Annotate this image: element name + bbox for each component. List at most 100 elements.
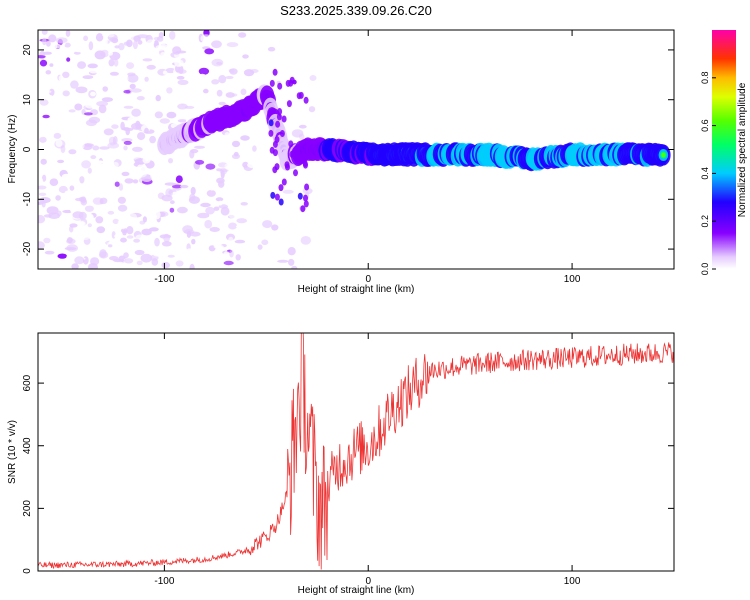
- spectrogram-speckle: [177, 164, 189, 168]
- spectrogram-speckle: [105, 173, 113, 179]
- spectrogram-speckle: [250, 197, 263, 203]
- spectrogram-speckle: [190, 149, 199, 154]
- spectrogram-speckle: [220, 169, 225, 179]
- spectrogram-speckle: [84, 112, 93, 116]
- spectrogram-speckle: [191, 238, 196, 245]
- spectrogram-speckle: [176, 75, 185, 80]
- spectrogram-speckle: [82, 75, 94, 79]
- spectrogram-speckle: [129, 83, 136, 90]
- spectrogram-speckle: [218, 101, 226, 106]
- spectrogram-speckle: [69, 142, 78, 150]
- snr-x-tick-label: 100: [564, 576, 581, 587]
- spectrogram-speckle: [194, 45, 201, 49]
- spectrogram-speckle: [136, 96, 145, 101]
- spectrogram-speckle: [137, 200, 146, 206]
- spectrogram-speckle: [51, 43, 61, 49]
- spectrogram-speckle: [81, 121, 86, 128]
- spectrogram-speckle: [42, 174, 47, 182]
- spectrogram-speckle: [211, 40, 222, 49]
- spectrogram-speckle: [127, 73, 139, 83]
- spectrogram-speckle: [66, 244, 78, 252]
- spectrogram-speckle: [186, 248, 193, 257]
- spectrogram-speckle: [124, 258, 134, 264]
- spectrogram-speckle: [125, 127, 130, 136]
- spectrogram-speckle: [162, 70, 168, 75]
- spectrogram-speckle: [277, 82, 283, 90]
- spectrogram-speckle: [218, 75, 227, 84]
- spectrogram-speckle: [80, 198, 88, 206]
- spectrogram-speckle: [133, 238, 141, 243]
- spectrogram-speckle: [166, 111, 177, 119]
- spectrogram-speckle: [69, 185, 75, 191]
- spectrogram-speckle: [213, 206, 220, 211]
- spectrogram-speckle: [150, 170, 155, 180]
- spectrogram-x-ticks: -100 0 100: [154, 30, 581, 285]
- spectrogram-speckle: [141, 212, 149, 216]
- spectrogram-speckle: [242, 54, 249, 59]
- spectrogram-speckle: [194, 145, 205, 149]
- spectrogram-speckle: [64, 190, 70, 197]
- spectrogram-speckle: [303, 194, 308, 202]
- spectrogram-speckle: [218, 180, 225, 188]
- spectrogram-speckle: [38, 215, 46, 224]
- spectrogram-speckle: [271, 224, 279, 231]
- spectrogram-speckle: [46, 206, 59, 215]
- spectrogram-y-label: Frequency (Hz): [7, 115, 18, 184]
- spectrogram-speckle: [38, 241, 45, 250]
- spectrogram-speckle: [300, 205, 306, 213]
- spectrogram-speckle: [65, 30, 71, 37]
- spectrogram-speckle: [165, 188, 173, 198]
- spectrogram-speckle: [103, 37, 108, 47]
- spectrogram-speckle: [38, 185, 47, 190]
- spectrogram-speckle: [228, 210, 238, 219]
- spectrogram-speckle: [158, 31, 164, 39]
- spectrogram-speckle: [111, 124, 119, 129]
- snr-y-tick-label: 0: [22, 568, 33, 574]
- spectrogram-speckle: [42, 114, 50, 119]
- snr-frame: [37, 332, 675, 572]
- snr-y-tick-label: 600: [22, 374, 33, 391]
- spectrogram-speckle: [113, 30, 122, 36]
- spectrogram-speckle: [128, 189, 139, 193]
- spectrogram-speckle: [77, 61, 87, 69]
- spectrogram-speckle: [120, 237, 127, 243]
- spectrogram-speckle: [285, 79, 291, 87]
- spectrogram-speckle: [243, 194, 249, 201]
- spectrogram-speckle: [57, 159, 65, 164]
- spectrogram-speckle: [288, 258, 295, 266]
- spectrogram-speckle: [38, 177, 44, 185]
- colorbar-tick-label: 0.4: [700, 167, 710, 180]
- spectrogram-speckle: [55, 166, 65, 170]
- spectrogram-speckle: [203, 88, 209, 94]
- spectrogram-speckle: [224, 162, 237, 170]
- spectrogram-speckle: [279, 130, 285, 137]
- spectrogram-speckle: [300, 236, 311, 245]
- spectrogram-speckle: [231, 265, 238, 269]
- spectrogram-speckle: [169, 31, 176, 40]
- spectrogram-speckle: [134, 55, 144, 59]
- spectrogram-speckle: [180, 184, 189, 189]
- spectrogram-speckle: [136, 260, 143, 266]
- spectrogram-speckle: [127, 72, 136, 77]
- colorbar-ticks: 0.0 0.2 0.4 0.6 0.8: [700, 72, 716, 276]
- spectrogram-x-tick-label: 100: [564, 274, 581, 285]
- spectrogram-speckle: [298, 124, 307, 129]
- spectrogram-speckle: [204, 48, 215, 55]
- spectrogram-speckle: [286, 100, 292, 108]
- spectrogram-speckle: [39, 59, 48, 67]
- spectrogram-speckle: [152, 250, 163, 257]
- colorbar-tick-label: 0.0: [700, 263, 710, 276]
- spectrogram-speckle: [287, 35, 298, 44]
- spectrogram-speckle: [123, 41, 130, 46]
- spectrogram-speckle: [121, 138, 133, 142]
- spectrogram-speckle: [112, 161, 119, 168]
- spectrogram-speckle: [84, 143, 94, 147]
- spectrogram-speckle: [46, 40, 51, 47]
- spectrogram-speckle: [94, 50, 106, 60]
- spectrogram-speckle: [116, 261, 125, 268]
- spectrogram-speckle: [65, 116, 71, 126]
- spectrogram-speckle: [62, 71, 70, 79]
- spectrogram-speckle: [130, 88, 142, 93]
- spectrogram-speckle: [231, 93, 238, 97]
- spectrogram-speckle: [153, 37, 161, 41]
